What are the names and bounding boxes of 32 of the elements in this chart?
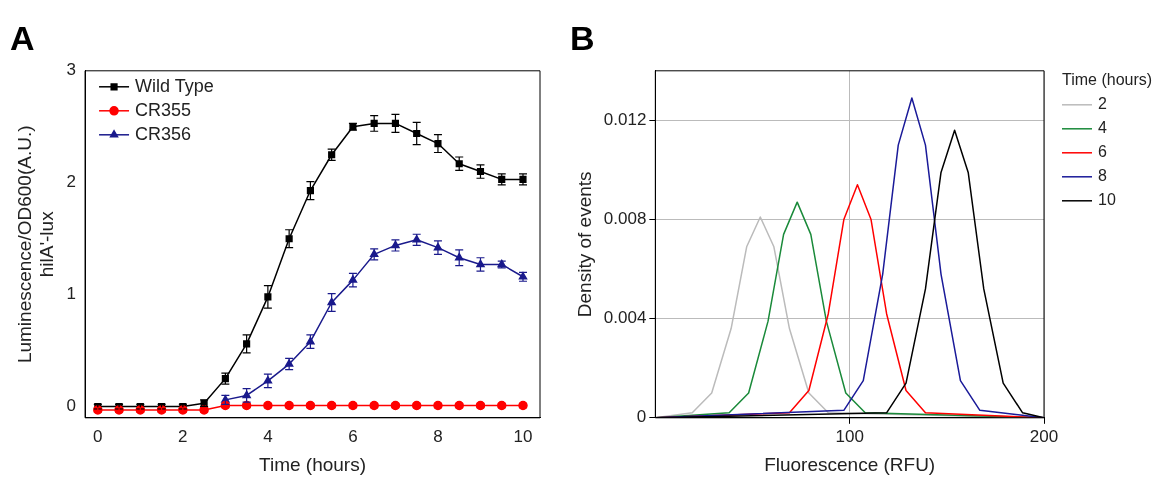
y-tick-label: 0 xyxy=(66,396,77,416)
x-tick-label: 200 xyxy=(1029,426,1059,446)
x-axis-title: Fluorescence (RFU) xyxy=(764,453,936,475)
y-axis-title: Density of events xyxy=(573,171,595,318)
legend-label: 4 xyxy=(1098,119,1107,137)
y-tick-label: 2 xyxy=(66,172,77,192)
x-tick-label: 10 xyxy=(513,426,533,446)
x-tick-label: 6 xyxy=(348,426,358,446)
legend-label: 10 xyxy=(1098,191,1116,209)
y-tick-label: 3 xyxy=(66,60,77,80)
legend-label: 2 xyxy=(1098,95,1107,113)
point xyxy=(243,340,251,348)
x-tick-label: 100 xyxy=(835,426,864,446)
y-tick-label: 0.004 xyxy=(603,308,647,328)
legend-title: Time (hours) xyxy=(1062,71,1153,89)
y-tick-label: 0 xyxy=(636,407,647,427)
x-tick-label: 2 xyxy=(178,426,188,446)
x-tick-label: 0 xyxy=(93,426,103,446)
legend-label: 6 xyxy=(1098,143,1107,161)
x-axis-title: Time (hours) xyxy=(259,453,367,475)
y-tick-label: 0.008 xyxy=(603,209,647,229)
y-tick-label: 1 xyxy=(66,284,77,304)
y-tick-label: 0.012 xyxy=(603,110,647,130)
legend-label: Wild Type xyxy=(135,75,214,96)
legend-label: 8 xyxy=(1098,167,1107,185)
chart-title: B xyxy=(570,18,595,57)
x-tick-label: 4 xyxy=(263,426,273,446)
legend-label: CR355 xyxy=(135,99,192,120)
x-tick-label: 8 xyxy=(433,426,443,446)
chart-title: A xyxy=(10,18,35,57)
legend-label: CR356 xyxy=(135,123,192,144)
y-axis-title: Luminescence/OD600(A.U.) hilA'-lux xyxy=(13,125,58,364)
